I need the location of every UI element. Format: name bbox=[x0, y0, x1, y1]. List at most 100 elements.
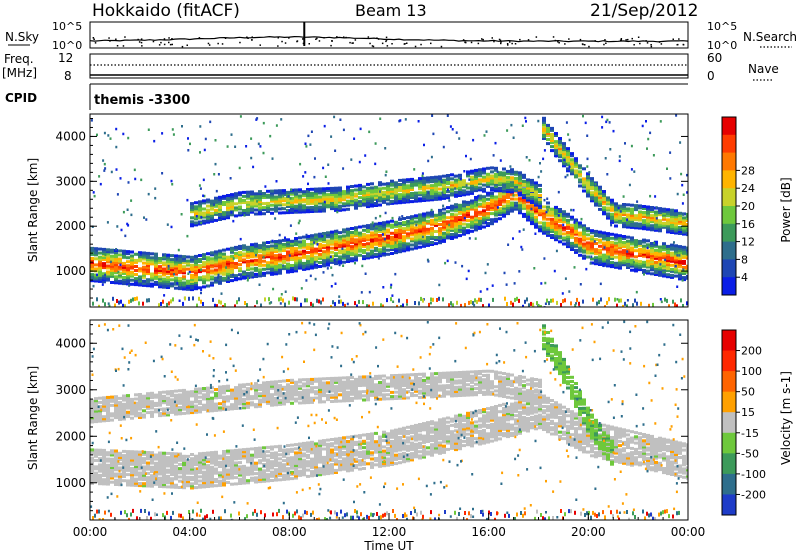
range-cell bbox=[346, 251, 350, 255]
scatter-cell bbox=[122, 210, 125, 214]
range-cell bbox=[306, 200, 310, 204]
range-cell bbox=[254, 212, 258, 216]
range-cell bbox=[394, 201, 398, 205]
range-cell bbox=[406, 184, 410, 188]
range-cell bbox=[594, 262, 598, 266]
scatter-cell bbox=[645, 120, 647, 123]
noise-dot bbox=[499, 39, 502, 42]
range-cell bbox=[142, 261, 146, 265]
range-cell bbox=[662, 260, 666, 264]
range-cell bbox=[186, 285, 190, 289]
range-cell bbox=[610, 249, 614, 252]
noise-dot bbox=[682, 44, 685, 46]
range-cell bbox=[198, 266, 202, 270]
range-cell bbox=[198, 471, 202, 475]
range-cell bbox=[246, 458, 250, 462]
range-cell bbox=[450, 237, 454, 240]
range-cell bbox=[134, 481, 138, 485]
range-cell bbox=[470, 191, 474, 195]
range-cell bbox=[246, 481, 250, 485]
range-cell bbox=[238, 211, 242, 215]
range-cell bbox=[442, 174, 446, 178]
range-cell bbox=[402, 247, 406, 251]
range-cell bbox=[334, 233, 338, 237]
range-cell bbox=[666, 214, 670, 218]
range-cell bbox=[558, 139, 562, 142]
range-cell bbox=[262, 267, 266, 271]
range-cell bbox=[110, 470, 114, 474]
near-range-cell bbox=[216, 304, 218, 307]
range-cell bbox=[222, 470, 226, 474]
scatter-cell bbox=[314, 277, 317, 281]
range-cell bbox=[394, 181, 398, 185]
range-cell bbox=[98, 267, 102, 271]
range-cell bbox=[662, 223, 666, 227]
scatter-cell bbox=[327, 163, 330, 166]
range-cell bbox=[510, 197, 514, 201]
range-cell bbox=[382, 229, 386, 233]
scatter-cell bbox=[655, 217, 658, 220]
range-cell bbox=[258, 450, 262, 454]
range-cell bbox=[530, 180, 534, 184]
range-cell bbox=[258, 459, 262, 463]
range-cell bbox=[226, 212, 230, 216]
range-cell bbox=[154, 276, 158, 280]
range-cell bbox=[142, 459, 146, 463]
range-cell bbox=[258, 246, 262, 250]
range-cell bbox=[102, 480, 106, 484]
colorbar-segment bbox=[722, 152, 736, 171]
range-cell bbox=[510, 205, 514, 209]
range-cell bbox=[222, 462, 226, 466]
range-cell bbox=[414, 199, 418, 203]
range-cell bbox=[630, 252, 634, 256]
range-cell bbox=[474, 171, 478, 174]
range-cell bbox=[254, 242, 258, 246]
scatter-cell bbox=[633, 170, 636, 173]
range-cell bbox=[146, 471, 150, 475]
range-cell bbox=[574, 232, 578, 236]
range-cell bbox=[418, 181, 422, 185]
noise-dot bbox=[677, 43, 679, 46]
range-cell bbox=[538, 198, 542, 202]
range-cell bbox=[406, 190, 410, 194]
range-cell bbox=[646, 227, 650, 231]
range-cell bbox=[638, 218, 642, 222]
scatter-cell bbox=[575, 302, 577, 305]
range-cell bbox=[538, 225, 542, 229]
range-cell bbox=[558, 228, 562, 232]
range-cell bbox=[406, 192, 410, 196]
range-cell bbox=[514, 172, 518, 176]
scatter-cell bbox=[382, 286, 385, 289]
range-cell bbox=[502, 200, 506, 204]
range-cell bbox=[342, 250, 346, 254]
near-range-cell bbox=[492, 297, 494, 302]
range-cell bbox=[334, 186, 338, 190]
near-range-cell bbox=[92, 301, 94, 306]
range-cell bbox=[126, 458, 130, 462]
range-cell bbox=[522, 175, 526, 179]
range-cell bbox=[386, 196, 390, 200]
range-cell bbox=[446, 226, 450, 230]
range-cell bbox=[290, 198, 294, 202]
range-cell bbox=[642, 268, 646, 272]
range-cell bbox=[346, 241, 350, 245]
range-cell bbox=[98, 271, 102, 275]
range-cell bbox=[182, 477, 186, 481]
range-cell bbox=[406, 196, 410, 200]
range-cell bbox=[350, 237, 354, 240]
range-cell bbox=[290, 443, 294, 447]
range-cell bbox=[218, 267, 222, 271]
range-cell bbox=[350, 245, 354, 249]
range-cell bbox=[618, 234, 622, 238]
range-cell bbox=[614, 212, 618, 216]
range-cell bbox=[394, 247, 398, 251]
range-cell bbox=[90, 246, 94, 250]
scatter-cell bbox=[392, 300, 395, 303]
range-cell bbox=[298, 200, 302, 204]
range-cell bbox=[246, 249, 250, 253]
range-cell bbox=[606, 240, 610, 244]
range-cell bbox=[290, 210, 294, 214]
range-cell bbox=[606, 242, 610, 246]
range-cell bbox=[442, 223, 446, 227]
